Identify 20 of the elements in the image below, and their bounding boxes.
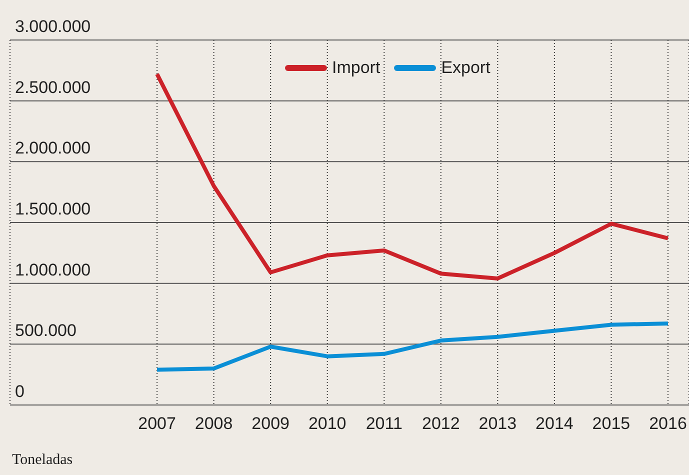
y-tick-label: 2.500.000 xyxy=(15,78,91,97)
x-tick-label: 2012 xyxy=(422,414,460,434)
y-tick-label: 0 xyxy=(15,382,24,401)
y-tick-label: 3.000.000 xyxy=(15,17,91,36)
x-tick-label: 2013 xyxy=(478,414,517,434)
x-tick-label: 2015 xyxy=(592,414,630,434)
y-tick-label: 500.000 xyxy=(15,321,76,340)
y-axis-title: Toneladas xyxy=(12,452,73,469)
x-tick-label: 2008 xyxy=(194,414,233,434)
x-tick-label: 2010 xyxy=(308,414,346,434)
y-tick-label: 1.000.000 xyxy=(15,260,91,280)
y-tick-label: 2.000.000 xyxy=(15,138,91,158)
x-tick-label: 2014 xyxy=(536,414,574,434)
x-tick-label: 2009 xyxy=(252,414,290,434)
y-tick-label: 1.500.000 xyxy=(15,200,91,218)
legend-label: Export xyxy=(441,58,490,78)
x-tick-label: 2007 xyxy=(138,414,176,434)
legend-label: Import xyxy=(332,58,380,78)
x-tick-label: 2011 xyxy=(366,414,402,434)
x-tick-label: 2016 xyxy=(649,414,687,434)
